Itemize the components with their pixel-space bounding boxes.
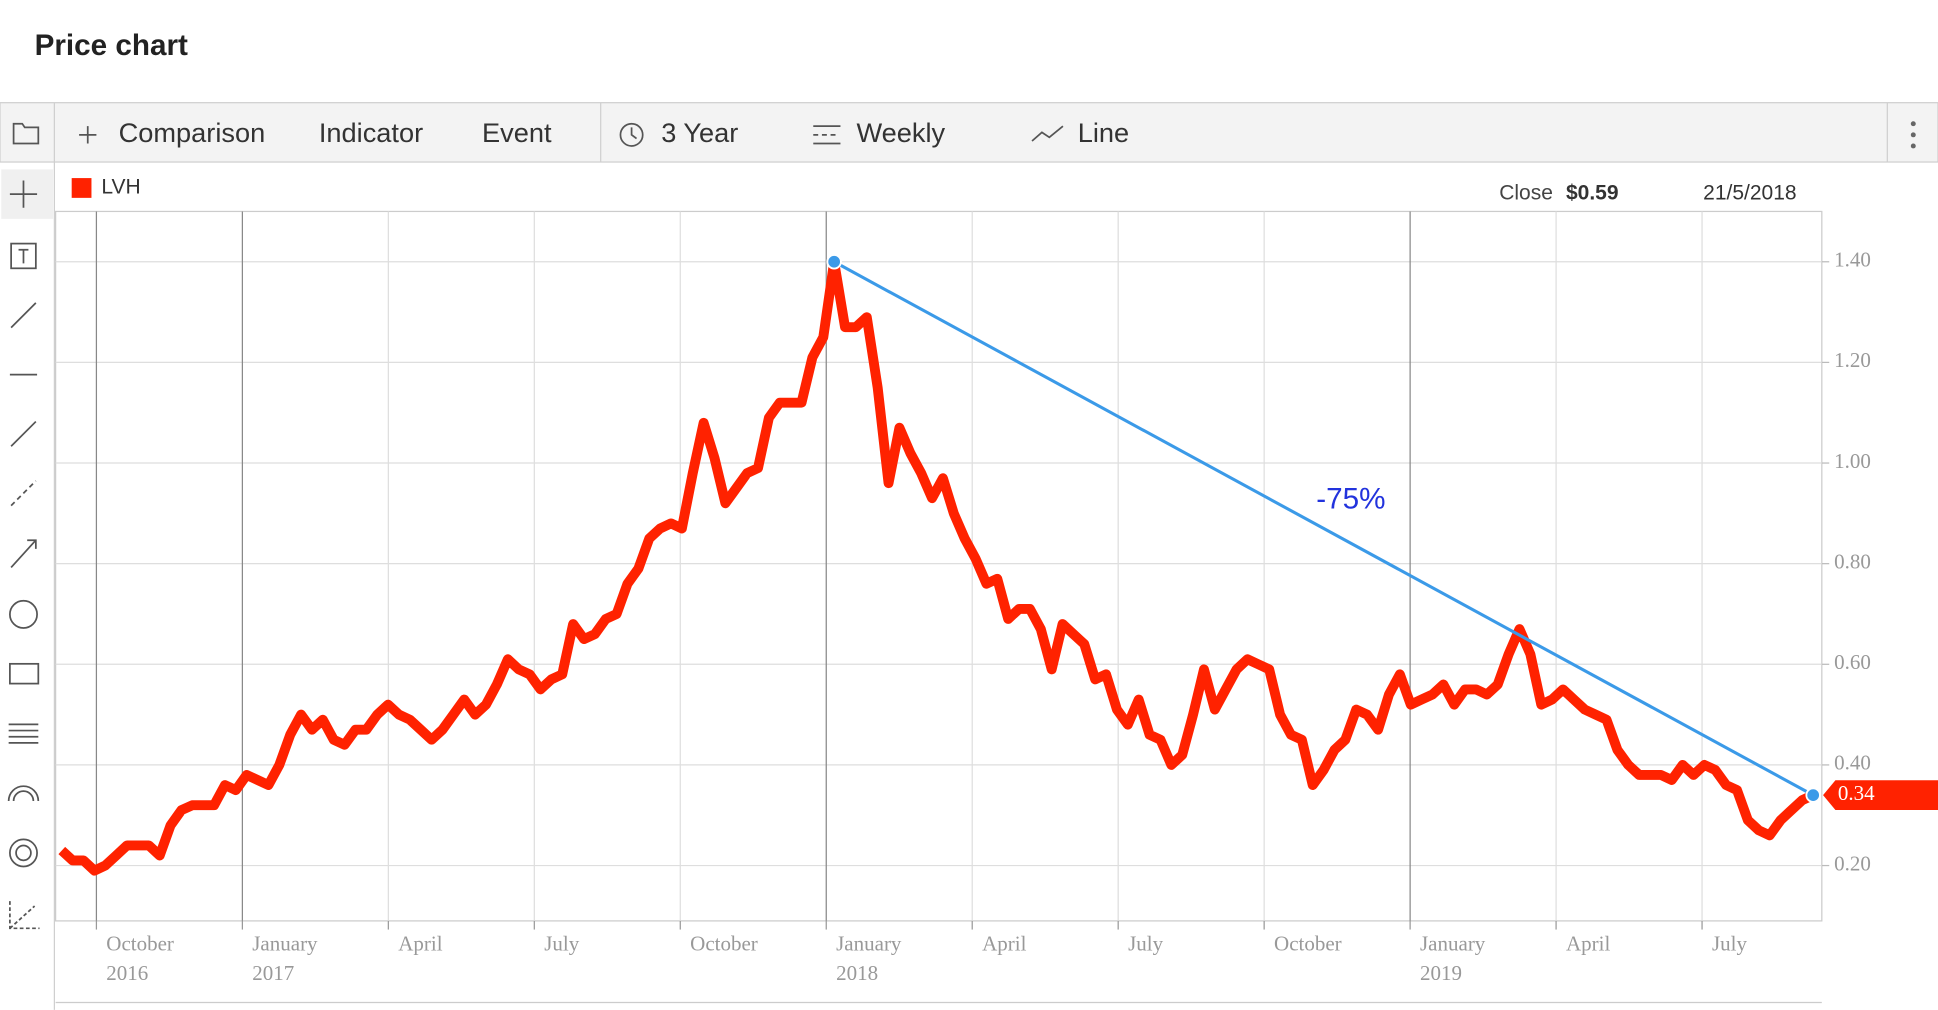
x-tick-year: 2016 (106, 961, 148, 985)
x-tick-label: January (252, 931, 318, 955)
x-tick-label: April (398, 931, 442, 955)
interval-button[interactable]: Weekly (857, 117, 946, 148)
arc-tool[interactable] (7, 785, 40, 802)
extended-tool[interactable] (10, 480, 37, 507)
dot (1910, 132, 1916, 138)
current-value-label: 0.34 (1838, 781, 1875, 805)
text-tool-t (18, 248, 29, 264)
x-tick-label: April (1566, 931, 1610, 955)
plot-frame (55, 210, 1823, 922)
tooltip-date: 21/5/2018 (1703, 182, 1796, 205)
event-button[interactable]: Event (482, 117, 552, 148)
circle-tool[interactable] (9, 599, 38, 629)
x-tick-year: 2019 (1420, 961, 1462, 985)
fan-tool[interactable] (9, 901, 40, 930)
trendline (833, 260, 1814, 797)
y-tick-label: 0.20 (1834, 851, 1871, 875)
ray-tool[interactable] (10, 420, 37, 447)
x-tick-label: October (106, 931, 174, 955)
x-tick-year: 2017 (252, 961, 294, 985)
y-tick-label: 1.00 (1834, 449, 1871, 473)
x-tick-label: July (544, 931, 580, 955)
folder-icon[interactable] (12, 122, 40, 145)
x-tick-label: January (836, 931, 902, 955)
y-tick-label: 1.40 (1834, 248, 1871, 272)
arrow-tool[interactable] (10, 539, 37, 568)
x-tick-label: July (1128, 931, 1164, 955)
x-tick-label: October (1274, 931, 1342, 955)
x-tick-label: July (1712, 931, 1748, 955)
page-title: Price chart (35, 29, 188, 62)
interval-icon[interactable] (813, 125, 841, 145)
crosshair-tool[interactable] (9, 180, 38, 208)
y-tick-label: 1.20 (1834, 348, 1871, 372)
x-tick-label: April (982, 931, 1026, 955)
chart-type-button[interactable]: Line (1078, 117, 1129, 148)
x-tick-label: January (1420, 931, 1486, 955)
clock-icon[interactable] (619, 122, 644, 147)
circles-tool[interactable] (9, 838, 38, 868)
current-value-marker (1823, 780, 1938, 810)
trendline-label: -75% (1316, 483, 1385, 516)
text-tool[interactable] (10, 242, 37, 270)
rectangle-tool[interactable] (9, 662, 40, 685)
indicator-button[interactable]: Indicator (319, 117, 423, 148)
trendline-handle (826, 254, 842, 270)
x-tick-label: October (690, 931, 758, 955)
clock-hands (630, 127, 638, 140)
toolbar: Comparison Indicator Event 3 Year Weekly… (0, 102, 1938, 1010)
y-tick-label: 0.60 (1834, 650, 1871, 674)
fib-tool[interactable] (8, 723, 39, 744)
trendline-tool[interactable] (10, 302, 37, 329)
comparison-button[interactable]: Comparison (119, 117, 266, 148)
y-tick-label: 0.80 (1834, 549, 1871, 573)
toolbar-bg (0, 102, 1938, 163)
x-tick-year: 2018 (836, 961, 878, 985)
range-button[interactable]: 3 Year (661, 117, 738, 148)
line-icon[interactable] (1031, 125, 1064, 142)
more-menu[interactable] (1910, 121, 1916, 149)
plus-icon[interactable] (79, 126, 97, 144)
tooltip-label: Close (1499, 182, 1553, 205)
drawing-tools (1, 169, 54, 930)
dot (1910, 143, 1916, 149)
trendline-handle (1805, 787, 1821, 803)
legend-swatch (71, 178, 92, 198)
circles-tool-inner (15, 844, 32, 862)
dot (1910, 121, 1916, 127)
tooltip-value: $0.59 (1566, 182, 1619, 205)
price-line (58, 256, 1816, 876)
legend-label[interactable]: LVH (101, 176, 140, 199)
y-tick-label: 0.40 (1834, 751, 1871, 775)
plot-area: 0.20 0.40 0.60 0.80 1.00 1.20 1.40 October 2016 J… (55, 211, 1938, 985)
